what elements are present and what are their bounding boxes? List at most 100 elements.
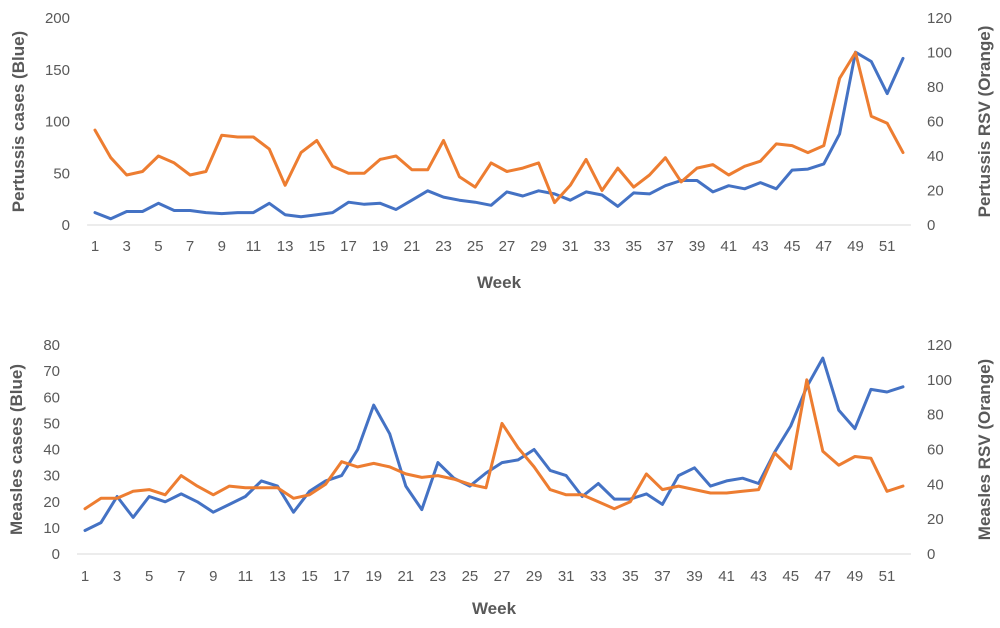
right-axis-ticks: 0 20 40 60 80 100 120: [927, 337, 952, 563]
x-tick-label: 9: [209, 568, 217, 585]
x-tick-label: 5: [145, 568, 153, 585]
x-tick-label: 31: [562, 238, 579, 255]
x-tick-label: 23: [435, 238, 452, 255]
x-tick-label: 27: [494, 568, 511, 585]
x-tick-label: 29: [530, 238, 547, 255]
x-axis-ticks: 1 3 5 7 9 11 13 15 17 19 21 23 25 27 29 31 33 35 37 39 41 43 4…: [91, 238, 896, 255]
left-axis-title: Pertussis cases (Blue): [9, 31, 28, 212]
x-tick-label: 17: [333, 568, 350, 585]
x-tick-label: 39: [689, 238, 706, 255]
x-tick-label: 51: [879, 568, 896, 585]
x-tick-label: 47: [815, 238, 832, 255]
x-tick-label: 15: [308, 238, 325, 255]
x-tick-label: 41: [720, 238, 737, 255]
right-tick-label: 100: [927, 372, 952, 389]
x-tick-label: 5: [154, 238, 162, 255]
x-axis-ticks: 1 3 5 7 9 11 13 15 17 19 21 23 25 27 29 31 33 35 37 39 41 43 4…: [81, 568, 895, 585]
right-tick-label: 120: [927, 337, 952, 354]
x-tick-label: 13: [269, 568, 286, 585]
x-tick-label: 15: [301, 568, 318, 585]
x-tick-label: 21: [397, 568, 414, 585]
x-tick-label: 19: [365, 568, 382, 585]
x-tick-label: 7: [186, 238, 194, 255]
right-tick-label: 20: [927, 511, 944, 528]
x-tick-label: 9: [218, 238, 226, 255]
left-axis-ticks: 0 50 100 150 200: [45, 10, 70, 234]
x-tick-label: 1: [91, 238, 99, 255]
right-tick-label: 120: [927, 10, 952, 27]
right-axis-ticks: 0 20 40 60 80 100 120: [927, 10, 952, 234]
x-tick-label: 41: [718, 568, 735, 585]
right-tick-label: 60: [927, 442, 944, 459]
x-tick-label: 49: [847, 238, 864, 255]
x-tick-label: 27: [499, 238, 516, 255]
left-axis-title: Measles cases (Blue): [7, 364, 26, 535]
right-tick-label: 80: [927, 407, 944, 424]
x-tick-label: 33: [590, 568, 607, 585]
x-tick-label: 37: [657, 238, 674, 255]
right-tick-label: 0: [927, 217, 935, 234]
x-tick-label: 31: [558, 568, 575, 585]
left-tick-label: 60: [43, 389, 60, 406]
x-tick-label: 43: [752, 238, 769, 255]
x-tick-label: 19: [372, 238, 389, 255]
right-tick-label: 20: [927, 183, 944, 200]
x-tick-label: 45: [782, 568, 799, 585]
right-axis-title: Measles RSV (Orange): [975, 359, 994, 540]
right-tick-label: 80: [927, 79, 944, 96]
x-tick-label: 47: [814, 568, 831, 585]
left-tick-label: 0: [52, 546, 60, 563]
series-layer: [83, 356, 905, 532]
left-tick-label: 150: [45, 62, 70, 79]
right-tick-label: 60: [927, 114, 944, 131]
right-tick-label: 0: [927, 546, 935, 563]
x-tick-label: 49: [847, 568, 864, 585]
x-tick-label: 13: [277, 238, 294, 255]
series-layer: [93, 50, 905, 221]
left-tick-label: 20: [43, 494, 60, 511]
x-tick-label: 39: [686, 568, 703, 585]
left-tick-label: 50: [43, 415, 60, 432]
x-tick-label: 51: [879, 238, 896, 255]
orange-series-line: [93, 51, 905, 205]
left-tick-label: 50: [53, 165, 70, 182]
left-tick-label: 200: [45, 10, 70, 27]
left-tick-label: 30: [43, 468, 60, 485]
left-axis-ticks: 0 10 20 30 40 50 60 70 80: [43, 337, 60, 563]
left-tick-label: 100: [45, 114, 70, 131]
left-tick-label: 70: [43, 363, 60, 380]
x-tick-label: 11: [246, 238, 262, 255]
left-tick-label: 10: [43, 520, 60, 537]
left-tick-label: 40: [43, 442, 60, 459]
blue-series-line: [93, 50, 905, 221]
right-tick-label: 40: [927, 476, 944, 493]
x-tick-label: 35: [625, 238, 642, 255]
x-tick-label: 29: [526, 568, 543, 585]
x-tick-label: 43: [750, 568, 767, 585]
x-tick-label: 11: [238, 568, 254, 585]
x-tick-label: 37: [654, 568, 671, 585]
right-tick-label: 100: [927, 45, 952, 62]
x-tick-label: 7: [177, 568, 185, 585]
x-tick-label: 33: [594, 238, 611, 255]
x-axis-title: Week: [472, 599, 517, 618]
right-axis-title: Pertussis RSV (Orange): [975, 26, 994, 218]
x-tick-label: 17: [340, 238, 357, 255]
orange-series-line: [83, 378, 905, 511]
x-tick-label: 23: [430, 568, 447, 585]
x-tick-label: 3: [123, 238, 131, 255]
blue-series-line: [83, 356, 905, 532]
x-tick-label: 21: [404, 238, 421, 255]
x-tick-label: 1: [81, 568, 89, 585]
x-tick-label: 25: [467, 238, 484, 255]
x-tick-label: 35: [622, 568, 639, 585]
left-tick-label: 80: [43, 337, 60, 354]
x-tick-label: 25: [462, 568, 479, 585]
x-tick-label: 45: [784, 238, 801, 255]
x-axis-title: Week: [477, 273, 522, 292]
x-tick-label: 3: [113, 568, 121, 585]
left-tick-label: 0: [62, 217, 70, 234]
